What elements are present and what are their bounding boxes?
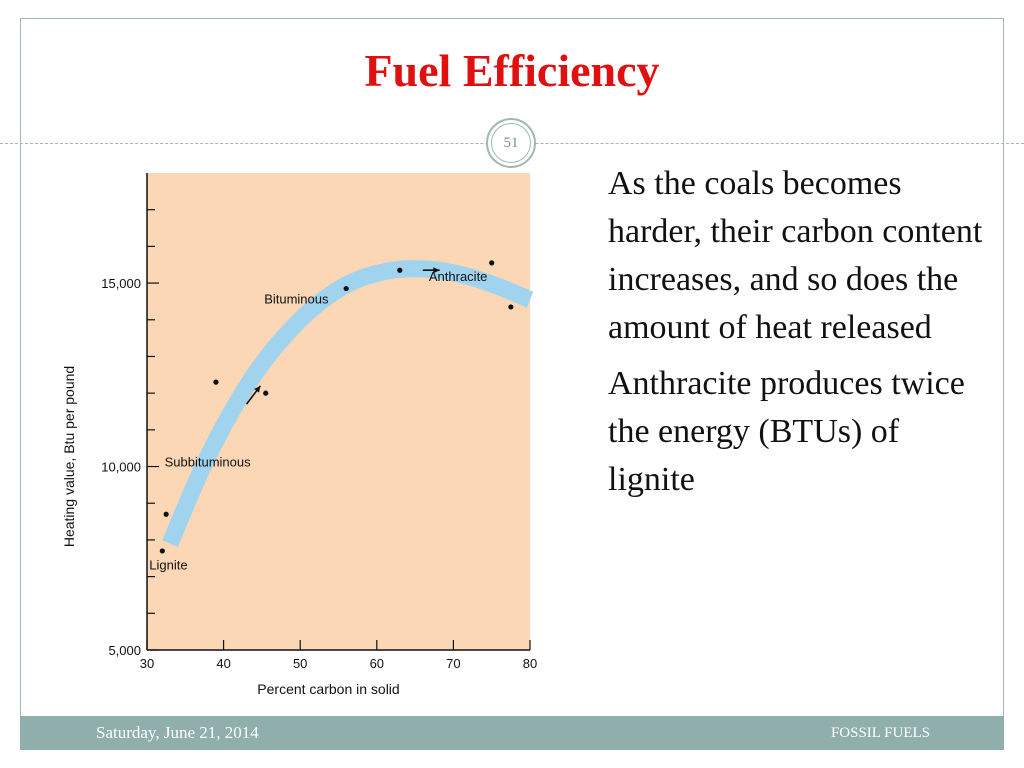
slide-body: As the coals becomes harder, their carbo…: [608, 160, 988, 512]
coal-type-label: Anthracite: [429, 269, 488, 284]
data-point: [263, 390, 269, 396]
x-tick-label: 60: [370, 656, 384, 671]
data-point: [163, 511, 169, 517]
slide-number-badge: 51: [486, 118, 536, 168]
x-tick-label: 40: [216, 656, 230, 671]
bullet-carbon-content: As the coals becomes harder, their carbo…: [608, 165, 983, 346]
bullet-anthracite-energy: Anthracite produces twice the energy (BT…: [608, 365, 965, 498]
trend-arrow-head: [254, 385, 261, 393]
x-tick-label: 70: [446, 656, 460, 671]
heating-value-chart: 5,000 10,000 15,000 30 40 50 60 70 80 Percent car…: [61, 173, 537, 697]
footer-date: Saturday, June 21, 2014: [96, 723, 259, 742]
x-axis-label: Percent carbon in solid: [257, 681, 399, 697]
y-axis-label: Heating value, Btu per pound: [61, 366, 77, 547]
y-tick-label: 10,000: [101, 460, 141, 475]
coal-type-label: Bituminous: [264, 291, 329, 306]
footer-title: FOSSIL FUELS: [830, 725, 930, 741]
coal-type-label: Lignite: [149, 557, 187, 572]
trend-band: [162, 260, 534, 547]
x-tick-label: 80: [523, 656, 537, 671]
slide-number: 51: [491, 123, 531, 163]
data-point: [213, 379, 219, 385]
data-point: [159, 548, 165, 554]
x-tick-label: 30: [140, 656, 154, 671]
slide-footer: Saturday, June 21, 2014 FOSSIL FUELS: [20, 716, 1004, 750]
data-point: [489, 260, 495, 266]
data-point: [397, 267, 403, 273]
y-tick-label: 5,000: [108, 643, 141, 658]
data-point: [508, 304, 514, 310]
y-tick-label: 15,000: [101, 276, 141, 291]
x-tick-label: 50: [293, 656, 307, 671]
slide-title: Fuel Efficiency: [364, 45, 660, 96]
plot-background: [147, 173, 530, 650]
data-point: [343, 285, 349, 292]
trend-arrow-head: [433, 267, 440, 274]
coal-type-label: Subbituminous: [165, 455, 251, 470]
